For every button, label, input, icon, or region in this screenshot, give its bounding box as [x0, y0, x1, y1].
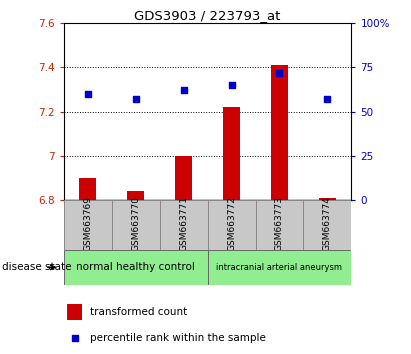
Bar: [208, 200, 256, 250]
Bar: [271, 65, 288, 200]
Text: intracranial arterial aneurysm: intracranial arterial aneurysm: [217, 263, 342, 272]
Text: GSM663771: GSM663771: [179, 196, 188, 251]
Point: [72, 336, 78, 341]
Bar: [64, 200, 112, 250]
Point: [324, 96, 331, 102]
Bar: [208, 250, 351, 285]
Text: normal healthy control: normal healthy control: [76, 262, 195, 272]
Text: GSM663769: GSM663769: [83, 196, 92, 251]
Text: transformed count: transformed count: [90, 307, 187, 317]
Bar: [127, 191, 144, 200]
Text: percentile rank within the sample: percentile rank within the sample: [90, 333, 266, 343]
Text: GSM663772: GSM663772: [227, 196, 236, 251]
Bar: [112, 200, 159, 250]
Bar: [256, 200, 303, 250]
Bar: [67, 304, 82, 320]
Text: GSM663773: GSM663773: [275, 196, 284, 251]
Point: [84, 91, 91, 97]
Bar: [64, 250, 208, 285]
Bar: [223, 107, 240, 200]
Bar: [159, 200, 208, 250]
Text: disease state: disease state: [2, 262, 72, 272]
Bar: [79, 178, 96, 200]
Text: GSM663774: GSM663774: [323, 196, 332, 251]
Point: [276, 70, 283, 75]
Bar: [303, 200, 351, 250]
Point: [228, 82, 235, 88]
Text: GSM663770: GSM663770: [131, 196, 140, 251]
Point: [180, 87, 187, 93]
Bar: [319, 198, 336, 200]
Point: [132, 96, 139, 102]
Title: GDS3903 / 223793_at: GDS3903 / 223793_at: [134, 9, 281, 22]
Bar: [175, 156, 192, 200]
